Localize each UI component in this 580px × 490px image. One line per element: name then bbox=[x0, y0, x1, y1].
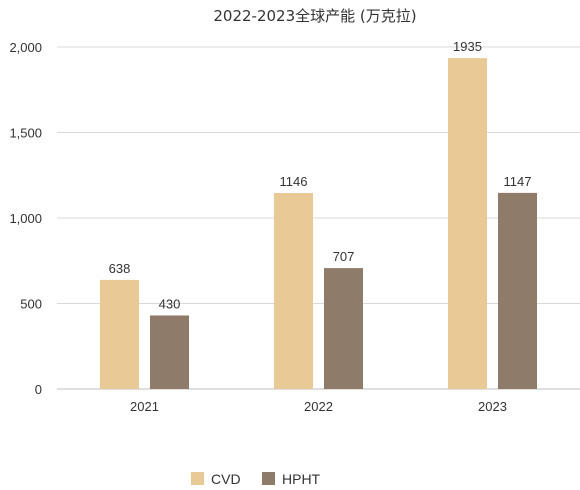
data-label-hpht-2021: 430 bbox=[159, 296, 181, 311]
y-tick-label: 1,000 bbox=[9, 211, 42, 226]
x-tick-label-2021: 2021 bbox=[130, 399, 159, 414]
y-tick-label: 1,500 bbox=[9, 126, 42, 141]
data-label-cvd-2023: 1935 bbox=[453, 39, 482, 54]
data-label-hpht-2023: 1147 bbox=[504, 174, 532, 189]
legend-label-hpht: HPHT bbox=[282, 471, 321, 487]
gridlines bbox=[57, 46, 580, 390]
legend-label-cvd: CVD bbox=[211, 471, 241, 487]
bar-cvd-2023 bbox=[448, 58, 487, 390]
data-labels: 638 430 1146 707 1935 1147 bbox=[109, 39, 532, 311]
bar-cvd-2021 bbox=[100, 279, 139, 389]
bars bbox=[100, 58, 537, 390]
data-label-hpht-2022: 707 bbox=[333, 249, 355, 264]
legend: CVD HPHT bbox=[191, 471, 321, 487]
y-axis: 0 500 1,000 1,500 2,000 bbox=[9, 40, 42, 397]
legend-swatch-cvd bbox=[191, 472, 204, 485]
legend-swatch-hpht bbox=[262, 472, 275, 485]
bar-hpht-2022 bbox=[324, 268, 363, 389]
y-tick-label: 0 bbox=[35, 382, 42, 397]
bar-hpht-2023 bbox=[498, 192, 537, 389]
x-tick-label-2022: 2022 bbox=[304, 399, 333, 414]
x-tick-label-2023: 2023 bbox=[478, 399, 507, 414]
bar-cvd-2022 bbox=[274, 193, 313, 389]
data-label-cvd-2021: 638 bbox=[109, 261, 131, 276]
bar-hpht-2021 bbox=[150, 315, 189, 389]
chart-title: 2022-2023全球产能 (万克拉) bbox=[213, 7, 416, 25]
y-tick-label: 2,000 bbox=[9, 40, 42, 55]
y-tick-label: 500 bbox=[20, 297, 42, 312]
x-axis: 2021 2022 2023 bbox=[130, 399, 507, 414]
data-label-cvd-2022: 1146 bbox=[280, 174, 308, 189]
